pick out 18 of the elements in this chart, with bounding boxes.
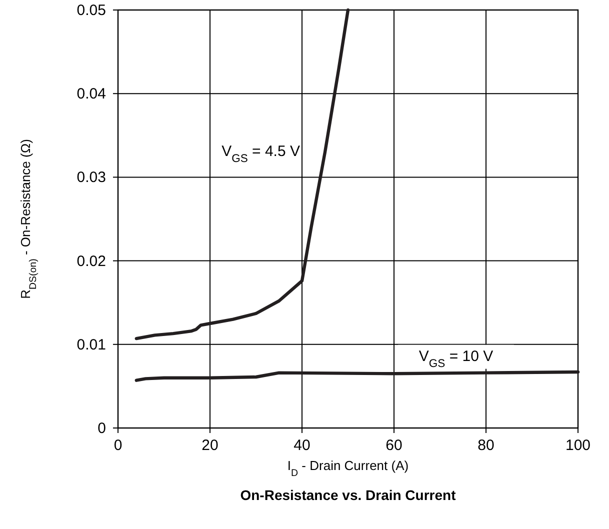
x-tick-label: 80	[478, 437, 494, 454]
x-tick-label: 20	[202, 437, 218, 454]
series-label: V$_{GS}$ = 4.5 V	[222, 143, 300, 166]
line-series	[134, 8, 350, 340]
y-tick-label: 0.04	[76, 86, 106, 103]
x-tick-label: 0	[114, 437, 122, 454]
series-label: V$_{GS}$ = 10 V	[418, 348, 494, 370]
line-series	[134, 370, 580, 382]
text: On-Resistance vs. Drain Current	[240, 487, 456, 503]
x-tick-label: 40	[294, 437, 310, 454]
x-tick-label: 100	[565, 437, 591, 454]
y-tick-label: 0.05	[76, 2, 106, 19]
y-tick-label: 0.03	[76, 169, 106, 186]
y-tick-label: 0	[98, 420, 106, 437]
y-tick-label: 0.01	[76, 336, 106, 354]
y-tick-label: 0.02	[76, 252, 106, 270]
x-axis-title: I$_{D}$ - Drain Current (A)	[287, 458, 409, 478]
x-tick-label: 60	[386, 437, 402, 454]
